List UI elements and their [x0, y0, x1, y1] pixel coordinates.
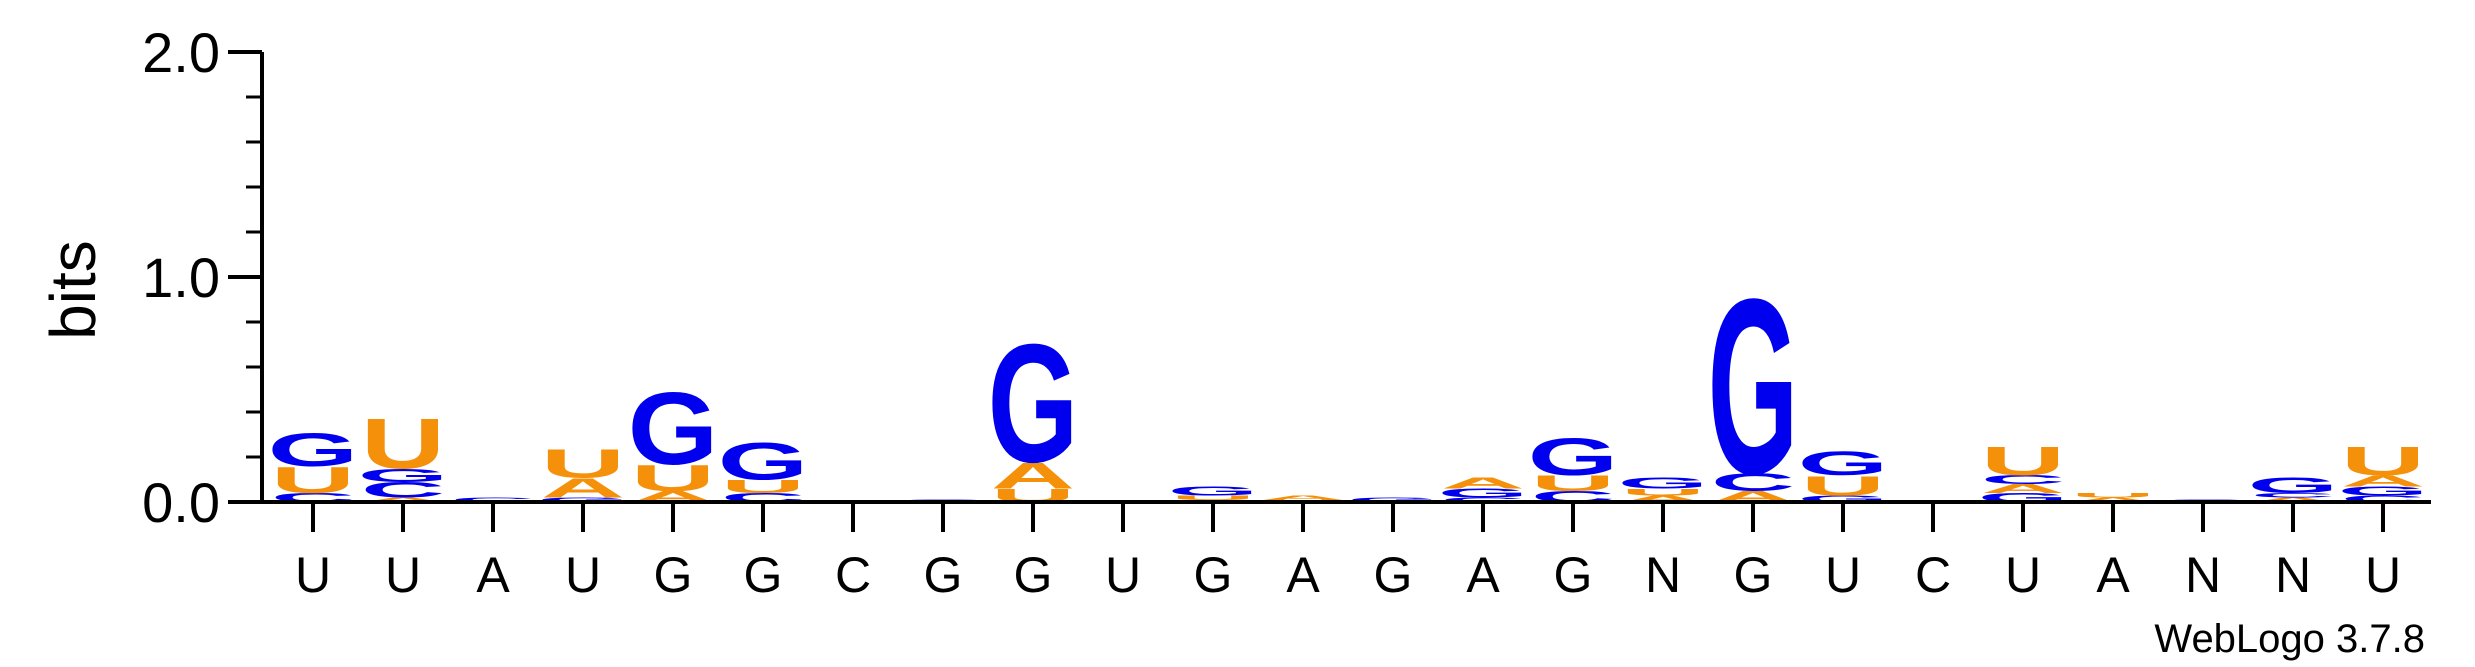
x-tick-label: U — [2005, 547, 2041, 603]
x-tick-label: A — [1286, 547, 1320, 603]
x-tick-label: G — [1554, 547, 1593, 603]
logo-letter: C — [361, 478, 445, 502]
x-tick-label: U — [1825, 547, 1861, 603]
x-tick-label: A — [476, 547, 510, 603]
logo-letter: G — [1798, 444, 1889, 482]
logo-letter: U — [541, 441, 625, 487]
logo-letter: A — [541, 472, 625, 503]
logo-letter: G — [2248, 473, 2339, 497]
logo-letter: G — [1348, 496, 1439, 503]
logo-letter: C — [1441, 496, 1525, 503]
x-tick-label: G — [1734, 547, 1773, 603]
logo-letter: U — [1621, 487, 1705, 498]
x-tick-label: U — [295, 547, 331, 603]
logo-letter: G — [268, 424, 359, 476]
x-tick-label: N — [2275, 547, 2311, 603]
x-tick-label: N — [1645, 547, 1681, 603]
logo-letter: U — [631, 457, 715, 499]
logo-letter: A — [991, 455, 1075, 497]
x-tick-label: C — [835, 547, 871, 603]
x-tick-label: A — [2096, 547, 2130, 603]
logo-letter: U — [361, 403, 445, 484]
logo-letter: A — [2071, 496, 2155, 503]
y-tick-label: 0.0 — [142, 471, 220, 534]
x-tick-label: G — [744, 547, 783, 603]
letter-stacks: CUGACGUCGAUAUGCUGGUAGAUGUAGCGACUGAUGACGG… — [268, 247, 2429, 526]
logo-letter: U — [1801, 470, 1885, 501]
logo-letter: A — [2251, 496, 2335, 503]
x-tick-label: G — [1374, 547, 1413, 603]
logo-letter: U — [2071, 492, 2155, 499]
y-axis: 0.0 1.0 2.0 — [142, 21, 264, 534]
logo-letter: G — [718, 432, 809, 491]
logo-letter: U — [1981, 438, 2065, 484]
logo-letter: G — [538, 496, 629, 503]
logo-letter: U — [271, 460, 355, 502]
logo-letter: G — [1528, 428, 1619, 487]
logo-letter: C — [2251, 492, 2335, 499]
x-tick-label: C — [1915, 547, 1951, 603]
x-tick-label: G — [1194, 547, 1233, 603]
x-tick-label: G — [654, 547, 693, 603]
logo-letter: G — [1708, 247, 1799, 526]
logo-letter: C — [1981, 473, 2065, 487]
logo-letter: A — [2341, 472, 2425, 489]
logo-letter: U — [2341, 438, 2425, 484]
logo-letter: G — [1798, 494, 1889, 505]
logo-letter: A — [361, 496, 445, 503]
x-tick-label: U — [1105, 547, 1141, 603]
x-tick-label: U — [2365, 547, 2401, 603]
logo-letter: G — [1168, 484, 1259, 498]
x-tick-label: U — [385, 547, 421, 603]
logo-letter: C — [1711, 468, 1795, 496]
logo-letter: G — [358, 465, 449, 486]
logo-letter: G — [2338, 484, 2429, 498]
logo-letter: A — [1441, 474, 1525, 491]
weblogo-credit: WebLogo 3.7.8 — [2154, 617, 2425, 661]
logo-letter: U — [1171, 494, 1255, 501]
logo-letter: A — [1621, 494, 1705, 505]
x-tick-label: G — [1014, 547, 1053, 603]
y-tick-label: 2.0 — [142, 21, 220, 84]
logo-letter: G — [1618, 474, 1709, 491]
y-tick-label: 1.0 — [142, 246, 220, 309]
logo-letter: G — [628, 371, 719, 486]
x-tick-label: U — [565, 547, 601, 603]
logo-letter: C — [2341, 494, 2425, 505]
x-tick-label: G — [924, 547, 963, 603]
logo-letter: G — [988, 309, 1079, 497]
logo-letter: U — [721, 476, 805, 497]
logo-letter: C — [451, 496, 535, 503]
x-tick-label: N — [2185, 547, 2221, 603]
logo-letter: A — [1261, 494, 1345, 501]
logo-letter: U — [1531, 471, 1615, 495]
x-tick-label: A — [1466, 547, 1500, 603]
logo-letter: G — [1438, 486, 1529, 500]
logo-letter: A — [1981, 482, 2065, 496]
y-axis-label: bits — [37, 240, 109, 340]
